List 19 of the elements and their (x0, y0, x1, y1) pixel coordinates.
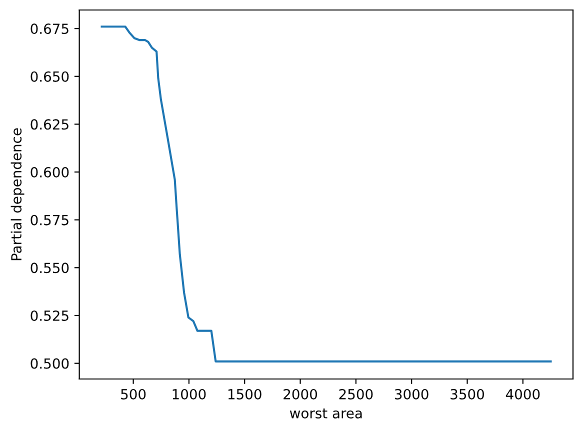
y-axis-title: Partial dependence (10, 128, 24, 260)
y-tick-label: 0.575 (30, 214, 68, 226)
y-tick-label: 0.500 (30, 358, 69, 369)
y-tick-label: 0.675 (30, 24, 68, 34)
x-axis-title: worst area (290, 408, 362, 418)
y-tick-label: 0.550 (30, 262, 69, 274)
x-tick-label: 3000 (394, 388, 428, 400)
x-tick-label: 2500 (339, 388, 373, 400)
y-tick-label: 0.600 (30, 166, 69, 178)
x-tick-label: 500 (121, 388, 146, 400)
x-tick-label: 4000 (506, 388, 540, 400)
x-tick-label: 2000 (284, 388, 318, 400)
x-tick-label: 1500 (228, 388, 262, 400)
line-series (100, 26, 552, 362)
y-tick-label: 0.525 (30, 310, 68, 321)
y-tick-label: 0.650 (30, 71, 69, 82)
x-tick-label: 1000 (172, 388, 206, 400)
x-tick-label: 3500 (450, 388, 484, 400)
y-tick-label: 0.625 (30, 119, 68, 130)
